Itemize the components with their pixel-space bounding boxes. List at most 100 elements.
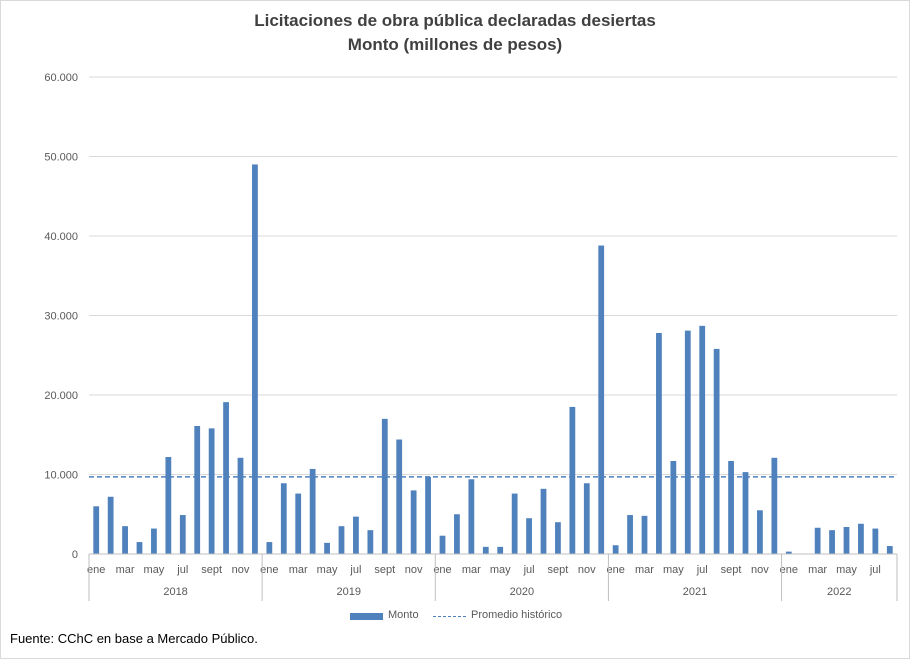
bar — [641, 515, 648, 554]
bar — [713, 348, 720, 554]
x-tick-label: jul — [523, 564, 535, 576]
legend-label-promedio: Promedio histórico — [471, 609, 563, 621]
bar — [742, 472, 749, 554]
bar — [266, 542, 273, 554]
x-tick-label: nov — [578, 564, 596, 576]
bar — [843, 526, 850, 554]
bar — [858, 523, 864, 554]
source-note: Fuente: CChC en base a Mercado Público. — [10, 631, 258, 646]
x-tick-label: may — [144, 564, 165, 576]
bar — [107, 496, 114, 554]
x-tick-label: may — [836, 564, 857, 576]
bar — [223, 402, 229, 554]
x-tick-label: ene — [87, 564, 105, 576]
legend-label-monto: Monto — [388, 609, 419, 621]
bar — [656, 332, 662, 554]
x-tick-label: nov — [751, 564, 769, 576]
bar — [829, 530, 835, 554]
bar — [165, 457, 172, 554]
bar — [612, 545, 619, 554]
bar — [569, 406, 576, 554]
bar — [151, 528, 157, 554]
bar — [785, 551, 792, 554]
bar — [670, 460, 677, 554]
y-tick-label: 10.000 — [44, 470, 78, 482]
bar — [381, 418, 388, 554]
chart-title: Licitaciones de obra pública declaradas … — [254, 11, 656, 30]
x-tick-label: ene — [780, 564, 798, 576]
bar — [583, 483, 590, 554]
bar — [757, 510, 763, 554]
y-tick-label: 60.000 — [44, 72, 78, 84]
legend-swatch-monto — [350, 613, 383, 620]
bar — [425, 476, 431, 554]
bar — [482, 546, 489, 554]
year-label: 2021 — [683, 586, 707, 598]
legend-swatch-promedio — [433, 616, 466, 617]
bar — [295, 493, 302, 554]
x-tick-label: ene — [433, 564, 451, 576]
y-tick-label: 30.000 — [44, 311, 78, 323]
bar — [555, 522, 561, 554]
bar — [280, 483, 287, 554]
bar — [728, 460, 734, 554]
chart-subtitle: Monto (millones de pesos) — [347, 35, 563, 54]
x-tick-label: ene — [260, 564, 278, 576]
x-tick-label: sept — [721, 564, 742, 576]
bar — [122, 526, 128, 554]
y-tick-label: 40.000 — [44, 231, 78, 243]
bar — [540, 488, 547, 554]
bar — [454, 514, 460, 554]
bar — [136, 542, 143, 554]
y-tick-label: 50.000 — [44, 152, 78, 164]
y-tick-label: 20.000 — [44, 390, 78, 402]
bar — [497, 546, 504, 554]
x-tick-label: mar — [808, 564, 827, 576]
bar — [338, 526, 345, 554]
x-tick-label: mar — [289, 564, 308, 576]
bar — [353, 516, 359, 554]
bar — [237, 457, 244, 554]
x-tick-label: jul — [349, 564, 361, 576]
bar — [771, 457, 778, 554]
x-tick-label: nov — [405, 564, 423, 576]
x-tick-label: may — [663, 564, 684, 576]
x-tick-label: mar — [462, 564, 481, 576]
x-tick-label: ene — [606, 564, 624, 576]
year-label: 2018 — [163, 586, 187, 598]
bar — [526, 518, 532, 554]
x-tick-label: jul — [176, 564, 188, 576]
bar — [468, 479, 475, 554]
x-tick-label: mar — [635, 564, 654, 576]
bar — [886, 546, 893, 554]
bar — [627, 515, 633, 554]
bar — [511, 493, 518, 554]
x-tick-label: sept — [374, 564, 395, 576]
x-tick-label: may — [490, 564, 511, 576]
x-tick-label: jul — [696, 564, 708, 576]
bar — [814, 527, 821, 554]
bar — [410, 490, 417, 554]
bar — [872, 528, 879, 554]
bar — [324, 542, 330, 554]
bar — [252, 164, 258, 554]
year-label: 2019 — [336, 586, 360, 598]
bar — [396, 439, 403, 554]
bar — [309, 468, 316, 554]
year-label: 2022 — [827, 586, 851, 598]
bar — [684, 330, 691, 554]
x-tick-label: may — [317, 564, 338, 576]
bar — [179, 515, 186, 554]
bar — [598, 245, 605, 555]
x-tick-label: sept — [201, 564, 222, 576]
bar — [208, 428, 215, 554]
year-label: 2020 — [510, 586, 534, 598]
bar — [367, 530, 374, 554]
bar — [93, 506, 100, 554]
x-tick-label: jul — [869, 564, 881, 576]
y-tick-label: 0 — [72, 549, 78, 561]
x-tick-label: mar — [116, 564, 135, 576]
x-tick-label: sept — [548, 564, 569, 576]
x-tick-label: nov — [232, 564, 250, 576]
